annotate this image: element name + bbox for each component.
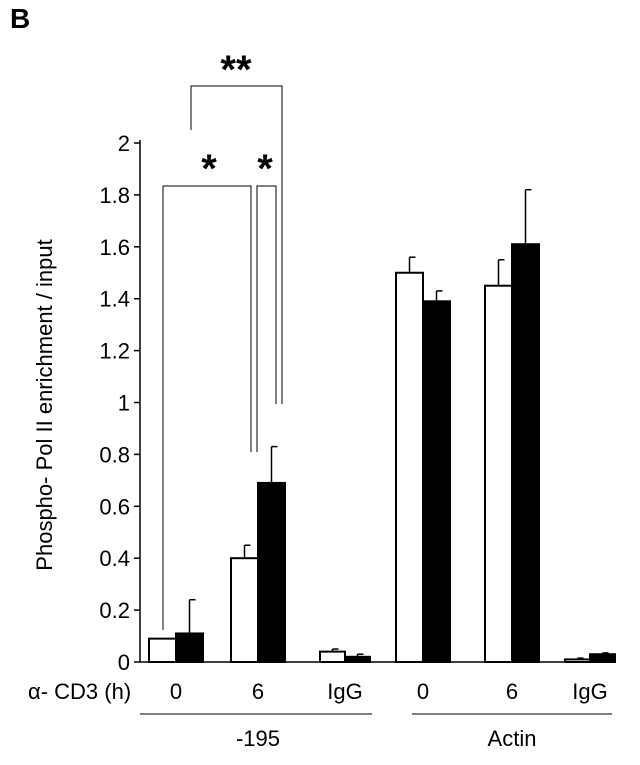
bracket-0-vs-6-white	[162, 185, 252, 630]
significance-brackets	[162, 85, 283, 630]
y-axis-label: Phospho- Pol II enrichment / input	[32, 239, 57, 570]
y-tick-label: 1	[118, 391, 130, 416]
bars	[148, 243, 616, 664]
y-ticks: 0 0.2 0.4 0.6 0.8 1 1.2 1.4 1.6 1.8 2	[99, 131, 140, 675]
y-tick-label: 1.8	[99, 183, 130, 208]
y-tick-label: 0.8	[99, 442, 130, 467]
x-tick-labels: 0 6 IgG 0 6 IgG	[170, 679, 608, 704]
x-tick-label: 6	[506, 679, 518, 704]
y-tick-label: 0.2	[99, 598, 130, 623]
y-tick-label: 1.2	[99, 339, 130, 364]
bar	[175, 632, 204, 664]
x-axis-caption: α- CD3 (h)	[28, 679, 131, 704]
bar	[395, 271, 424, 663]
y-tick-label: 1.4	[99, 287, 130, 312]
y-tick-label: 0.6	[99, 494, 130, 519]
bar	[589, 653, 616, 664]
bar	[148, 637, 177, 664]
bracket-6-white-vs-black	[256, 185, 277, 452]
y-tick-label: 1.6	[99, 235, 130, 260]
group-label-actin: Actin	[488, 726, 537, 751]
y-tick-label: 0.4	[99, 546, 130, 571]
bar	[422, 300, 451, 663]
bar	[230, 557, 259, 664]
bar	[344, 655, 371, 663]
x-tick-label: IgG	[572, 679, 607, 704]
x-tick-label: 6	[252, 679, 264, 704]
significance-star-left: *	[201, 147, 217, 191]
bar	[319, 650, 346, 663]
x-tick-label: 0	[417, 679, 429, 704]
bar	[564, 658, 591, 664]
y-tick-label: 2	[118, 131, 130, 156]
bracket-0-vs-6-black	[190, 85, 283, 404]
x-tick-label: 0	[170, 679, 182, 704]
panel-label: B	[10, 3, 30, 34]
bar	[484, 284, 513, 663]
bar	[511, 243, 540, 664]
x-tick-label: IgG	[327, 679, 362, 704]
bar	[257, 481, 286, 663]
group-label-195: -195	[236, 726, 280, 751]
significance-star-double: **	[220, 48, 252, 92]
y-tick-label: 0	[118, 650, 130, 675]
error-bars	[188, 188, 609, 660]
significance-star-right: *	[257, 147, 273, 191]
